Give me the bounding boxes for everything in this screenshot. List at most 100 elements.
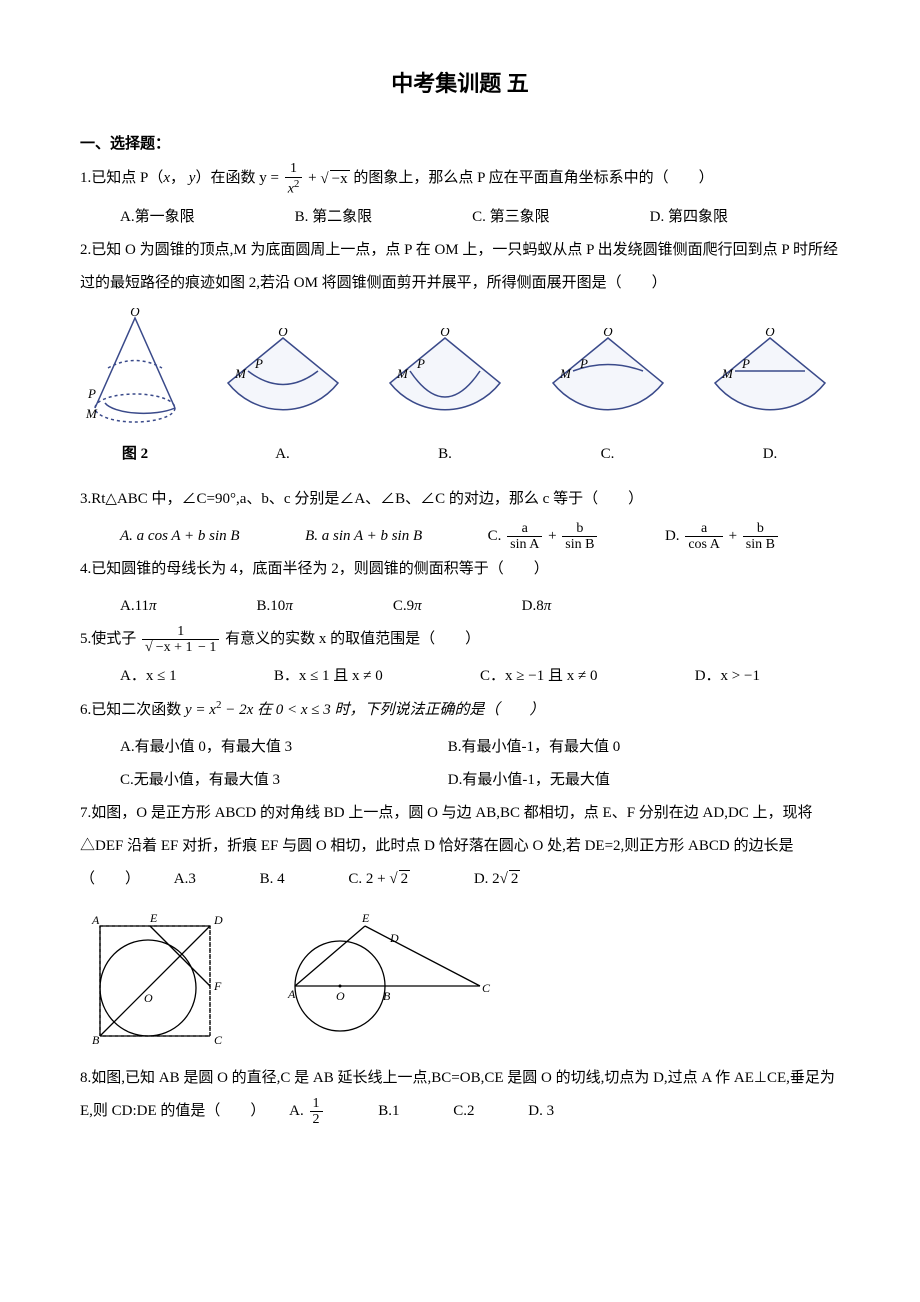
q8-fig: A O B C D E [270,906,500,1036]
q8-opt-b: B.1 [378,1103,399,1119]
q3-c-pre: C. [488,528,506,544]
q5-sqrt: −x + 1 [154,639,195,655]
q3-c-f2-den: sin B [562,537,597,552]
q2-cone-svg: O P M [80,308,190,438]
q7-q8-figures: A E D F O B C A O B C D E [80,906,840,1046]
q3-d-f2-den: sin B [743,537,778,552]
q8-a-num: 1 [310,1096,323,1112]
q7-A: A [91,913,100,927]
q5-stem-a: 5.使式子 [80,631,140,647]
q3-c-f2: bsin B [562,521,597,553]
page-title: 中考集训题 五 [80,60,840,108]
q3-a-text: A. a cos A + b sin B [120,528,240,544]
q4-a-pi: π [149,598,157,614]
q2-fig-c: O M P C. [538,328,678,471]
question-4: 4.已知圆锥的母线长为 4，底面半径为 2，则圆锥的侧面积等于（ ） [80,553,840,586]
q2-a-M: M [234,366,247,381]
q2-cone-M: M [85,406,98,421]
q6-eq: y = x [185,702,216,718]
q2-label-b: B. [375,438,515,471]
q5-opt-c: C．x ≥ −1 且 x ≠ 0 [480,660,597,693]
q7-F: F [213,979,222,993]
q8-C: C [482,981,491,995]
q1-opt-d: D. 第四象限 [650,201,728,234]
q3-d-plus: + [729,528,741,544]
q2-fig-b: O M P B. [375,328,515,471]
q1-opt-b: B. 第二象限 [295,201,373,234]
q5-opt-a: A．x ≤ 1 [120,660,177,693]
q3-c-f1-den: sin A [507,537,542,552]
q1-frac-den-sup: 2 [294,178,300,190]
q6-opt-d: D.有最小值-1，无最大值 [448,764,772,797]
q2-b-O: O [440,328,450,339]
q2-fig-label: 图 2 [80,438,190,471]
q8-B: B [383,989,391,1003]
q4-opt-d: D.8π [522,590,552,623]
q6-options: A.有最小值 0，有最大值 3 B.有最小值-1，有最大值 0 C.无最小值，有… [80,731,840,797]
q3-d-f1-den: cos A [685,537,723,552]
q2-fig-a: O M P A. [213,328,353,471]
q2-d-svg: O M P [700,328,840,438]
q7-E: E [149,911,158,925]
q6-stem-a: 6.已知二次函数 [80,702,185,718]
q2-label-d: D. [700,438,840,471]
q8-opt-a: A. 12 [289,1103,328,1119]
q3-opt-d: D. acos A + bsin B [665,520,780,553]
q7-c-sqrt-sign [389,871,397,887]
q7-d-pre: D. 2 [474,871,500,887]
q5-frac: 1 −x + 1 − 1 [142,624,219,656]
q4-opt-c: C.9π [393,590,422,623]
q8-a-den: 2 [310,1112,323,1127]
q1-plus: + [308,171,320,187]
q2-fig-d: O M P D. [700,328,840,471]
q2-label-c: C. [538,438,678,471]
question-7: 7.如图，O 是正方形 ABCD 的对角线 BD 上一点，圆 O 与边 AB,B… [80,797,840,896]
q7-fig: A E D F O B C [80,906,230,1046]
q3-opt-c: C. asin A + bsin B [488,520,600,553]
q8-O: O [336,989,345,1003]
q1-options: A.第一象限 B. 第二象限 C. 第三象限 D. 第四象限 [80,201,840,234]
q7-d-sqrt: 2 [509,870,521,887]
question-5: 5.使式子 1 −x + 1 − 1 有意义的实数 x 的取值范围是（ ） [80,623,840,656]
q1-frac-den: x2 [285,178,303,197]
q4-options: A.11π B.10π C.9π D.8π [80,590,840,623]
q1-sqrt-sign [320,171,328,187]
q1-opt-a: A.第一象限 [120,201,195,234]
q5-frac-den: −x + 1 − 1 [142,640,219,655]
q3-c-plus: + [548,528,560,544]
q5-stem-b: 有意义的实数 x 的取值范围是（ ） [225,631,480,647]
q7-D: D [213,913,223,927]
q2-c-svg: O M P [538,328,678,438]
q1-x: x [163,171,170,187]
q2-label-a: A. [213,438,353,471]
question-2: 2.已知 O 为圆锥的顶点,M 为底面圆周上一点，点 P 在 OM 上，一只蚂蚁… [80,234,840,300]
q3-opt-b: B. a sin A + b sin B [305,520,422,553]
q3-d-f1-num: a [685,521,723,537]
q3-d-f2: bsin B [743,521,778,553]
q5-sqrt-sign [145,640,153,655]
q1-opt-c: C. 第三象限 [472,201,550,234]
q2-figures: O P M 图 2 O M P A. O M P B. O [80,308,840,471]
question-3: 3.Rt△ABC 中，∠C=90°,a、b、c 分别是∠A、∠B、∠C 的对边，… [80,483,840,516]
q7-opt-b: B. 4 [260,871,285,887]
q3-options: A. a cos A + b sin B B. a sin A + b sin … [80,520,840,553]
q4-b: B.10 [257,598,286,614]
q8-a-frac: 12 [310,1096,323,1128]
q2-fig-cone: O P M 图 2 [80,308,190,471]
q4-c: C.9 [393,598,414,614]
section-heading: 一、选择题： [80,128,840,161]
q3-b-text: B. a sin A + b sin B [305,528,422,544]
q2-d-P: P [741,356,750,371]
q3-opt-a: A. a cos A + b sin B [120,520,240,553]
q8-opt-c: C.2 [453,1103,474,1119]
q8-a-pre: A. [289,1103,304,1119]
q8-E: E [361,911,370,925]
q2-b-P: P [416,356,425,371]
q2-a-svg: O M P [213,328,353,438]
q2-cone-O: O [130,308,140,319]
q7-C: C [214,1033,223,1046]
q8-opt-d: D. 3 [528,1103,554,1119]
q2-a-O: O [278,328,288,339]
q4-opt-b: B.10π [257,590,293,623]
q8-A: A [287,987,296,1001]
